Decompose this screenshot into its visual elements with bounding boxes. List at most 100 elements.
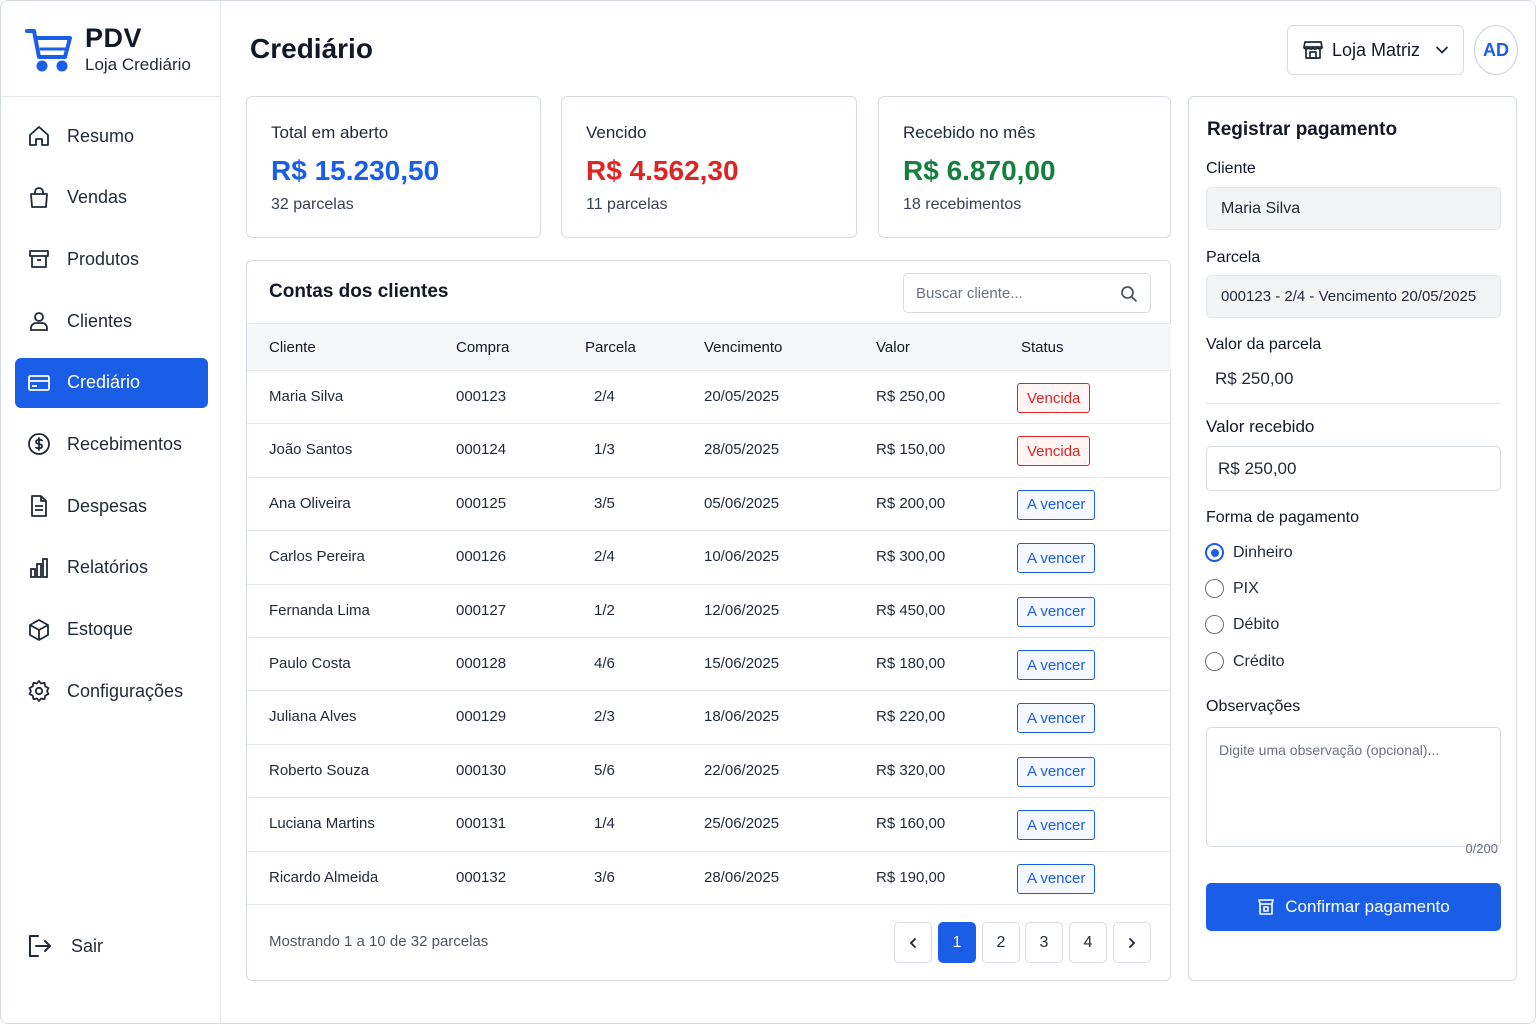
client-field[interactable]: Maria Silva [1206,187,1501,230]
table-row[interactable]: Ana Oliveira 000125 3/5 05/06/2025 R$ 200,00… [247,478,1171,532]
table-row[interactable]: Paulo Costa 000128 4/6 15/06/2025 R$ 180,00 A… [247,638,1171,692]
cell-client: Ricardo Almeida [269,868,379,886]
payment-method-dinheiro[interactable]: Dinheiro [1205,543,1293,562]
table-row[interactable]: Juliana Alves 000129 2/3 18/06/2025 R$ 220,0… [247,691,1171,745]
logout-icon [29,935,51,957]
table-row[interactable]: Roberto Souza 000130 5/6 22/06/2025 R$ 320,0… [247,745,1171,799]
received-amount-label: Valor recebido [1206,417,1315,436]
payment-method-credito[interactable]: Crédito [1205,652,1285,671]
cell-amount: R$ 150,00 [876,441,946,459]
stat-value: R$ 6.870,00 [903,155,1056,186]
cell-client: Luciana Martins [269,815,375,833]
store-icon [1303,41,1323,59]
table-header: Cliente Compra Parcela Vencimento Valor … [247,323,1171,371]
payment-method-debito[interactable]: Débito [1205,615,1279,634]
cell-due-date: 10/06/2025 [704,548,780,566]
table-row[interactable]: Fernanda Lima 000127 1/2 12/06/2025 R$ 450,0… [247,585,1171,638]
cell-installment: 1/4 [594,815,615,833]
sidebar-item-recebimentos[interactable]: Recebimentos [15,419,208,469]
cell-amount: R$ 160,00 [876,815,946,833]
cell-client: Juliana Alves [269,708,357,726]
stat-sub: 11 parcelas [586,196,668,213]
dollar-circle-icon [28,433,50,456]
sidebar-item-clientes[interactable]: Clientes [15,296,208,346]
cell-due-date: 20/05/2025 [704,388,780,405]
cell-amount: R$ 200,00 [876,494,946,512]
sidebar-item-resumo[interactable]: Resumo [15,111,208,161]
cell-purchase: 000130 [456,761,507,779]
cell-purchase: 000127 [456,601,507,619]
cell-installment: 3/5 [594,494,615,512]
cell-due-date: 05/06/2025 [704,494,780,512]
installment-field[interactable]: 000123 - 2/4 - Vencimento 20/05/2025 [1206,275,1501,318]
payment-method-pix[interactable]: PIX [1205,579,1259,598]
cell-installment: 2/4 [594,548,615,566]
radio-label: PIX [1233,579,1259,597]
confirm-payment-button[interactable]: Confirmar pagamento [1206,883,1501,931]
pagination-page-3[interactable]: 3 [1025,922,1063,963]
sidebar-item-despesas[interactable]: Despesas [15,481,208,531]
cell-due-date: 25/06/2025 [704,815,780,833]
sidebar-item-produtos[interactable]: Produtos [15,234,208,284]
pagination-next-button[interactable] [1113,922,1151,963]
table-row[interactable]: Ricardo Almeida 000132 3/6 28/06/2025 R$ 190… [247,852,1171,905]
logout-label: Sair [71,935,104,956]
radio-unchecked-icon [1205,652,1224,671]
notes-label: Observações [1206,698,1301,715]
pagination-page-1[interactable]: 1 [938,922,976,963]
search-input[interactable]: Buscar cliente... [903,273,1151,313]
status-badge: Vencida [1017,383,1091,413]
sidebar-item-relatorios[interactable]: Relatórios [15,543,208,593]
sidebar-item-estoque[interactable]: Estoque [15,605,208,655]
pagination-summary: Mostrando 1 a 10 de 32 parcelas [269,933,489,950]
table-row[interactable]: João Santos 000124 1/3 28/05/2025 R$ 150,00 V… [247,424,1171,478]
sidebar-item-vendas[interactable]: Vendas [15,173,208,223]
cell-due-date: 18/06/2025 [704,708,780,726]
divider [1206,403,1501,404]
payment-panel: Registrar pagamento Cliente Maria Silva … [1188,96,1517,981]
sidebar-item-crediario[interactable]: Crediário [15,357,208,408]
sidebar-item-configuracoes[interactable]: Configurações [15,666,208,716]
store-select[interactable]: Loja Matriz [1287,25,1464,75]
cell-purchase: 000126 [456,548,507,566]
status-badge: A vencer [1017,863,1096,894]
cell-amount: R$ 180,00 [876,655,946,672]
chevron-left-icon [909,937,916,948]
table-row[interactable]: Maria Silva 000123 2/4 20/05/2025 R$ 250,00 V… [247,371,1171,425]
installment-amount-label: Valor da parcela [1206,336,1322,353]
cell-installment: 1/2 [594,601,615,619]
cell-purchase: 000124 [456,441,507,459]
bar-chart-icon [30,557,48,578]
cell-amount: R$ 190,00 [876,868,946,886]
cell-installment: 1/3 [594,441,615,459]
table-row[interactable]: Luciana Martins 000131 1/4 25/06/2025 R$ 160… [247,798,1171,852]
sidebar-item-label: Crediário [67,372,141,393]
pagination-page-4[interactable]: 4 [1069,922,1107,963]
cell-client: João Santos [269,441,353,459]
stat-label: Vencido [586,123,647,142]
user-icon [30,312,48,331]
cell-due-date: 12/06/2025 [704,601,780,619]
notes-textarea[interactable]: Digite uma observação (opcional)... [1206,727,1501,847]
pagination-prev-button[interactable] [894,922,932,963]
table-row[interactable]: Carlos Pereira 000126 2/4 10/06/2025 R$ 300,… [247,531,1171,585]
cell-client: Maria Silva [269,388,344,405]
gear-icon [28,680,50,703]
sidebar-item-label: Vendas [67,187,128,208]
logout-button[interactable]: Sair [27,933,103,959]
cell-due-date: 15/06/2025 [704,655,780,672]
received-amount-input[interactable]: R$ 250,00 [1206,446,1501,491]
pagination-page-2[interactable]: 2 [982,922,1020,963]
chevron-right-icon [1129,937,1136,948]
radio-unchecked-icon [1205,579,1224,598]
cell-client: Paulo Costa [269,655,351,672]
radio-unchecked-icon [1205,615,1224,634]
cell-purchase: 000131 [456,815,507,833]
avatar[interactable]: AD [1474,25,1518,75]
column-header-compra: Compra [456,339,510,356]
credit-card-icon [28,374,50,391]
cell-amount: R$ 300,00 [876,548,946,566]
sidebar-item-label: Clientes [67,310,133,331]
payment-method-label: Forma de pagamento [1206,509,1359,526]
cell-purchase: 000123 [456,388,507,405]
